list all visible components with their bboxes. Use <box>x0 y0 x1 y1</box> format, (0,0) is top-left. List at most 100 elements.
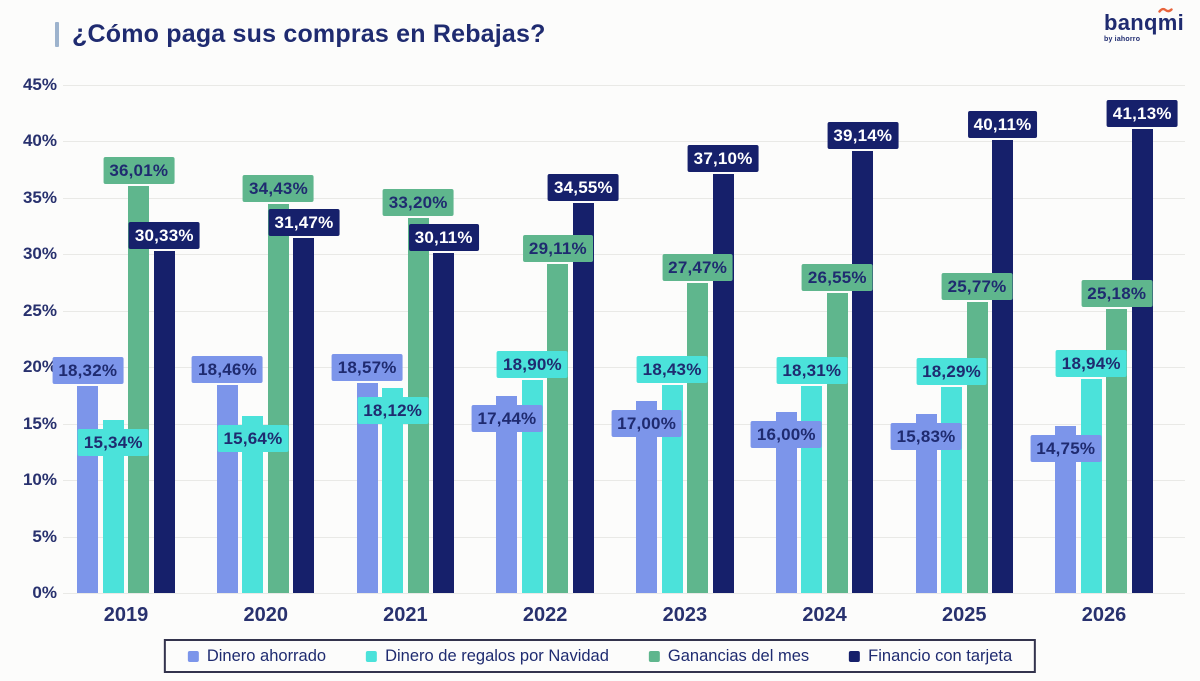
value-label-2023-series-1: 18,43% <box>636 355 708 383</box>
x-axis-label-2026: 2026 <box>1081 604 1127 626</box>
y-axis-tick-label: 15% <box>22 413 57 433</box>
x-axis-label-2024: 2024 <box>802 604 847 626</box>
chart-title: ¿Cómo paga sus compras en Rebajas? <box>72 20 546 48</box>
value-label-2019-series-2: 36,01% <box>103 157 175 185</box>
value-label-2023-series-3: 37,10% <box>687 145 759 173</box>
value-label-2021-series-2: 33,20% <box>382 189 454 217</box>
title-accent-bar <box>55 22 59 47</box>
value-label-2024-series-3: 39,14% <box>827 122 899 150</box>
value-label-2026-series-3: 41,13% <box>1106 99 1178 127</box>
legend-label: Dinero de regalos por Navidad <box>385 646 609 665</box>
value-label-2020-series-2: 34,43% <box>243 175 314 203</box>
logo-wordmark: banqmi <box>1103 7 1184 35</box>
value-label-2022-series-0: 17,44% <box>471 405 543 433</box>
value-label-2020-series-0: 18,46% <box>192 355 263 383</box>
x-axis-label-2025: 2025 <box>942 604 987 626</box>
y-axis-tick-label: 10% <box>22 470 57 490</box>
bar-2022-series-3 <box>572 202 594 593</box>
value-label-2026-series-2: 25,18% <box>1081 279 1153 307</box>
value-label-2026-series-0: 14,75% <box>1030 435 1102 463</box>
legend-item-series-0: Dinero ahorrado <box>187 646 327 666</box>
legend-label: Ganancias del mes <box>667 646 810 665</box>
value-label-2021-series-3: 30,11% <box>408 224 479 252</box>
banqmi-logo: banqmi by iahorro <box>1103 7 1184 43</box>
legend-item-series-2: Ganancias del mes <box>648 646 810 666</box>
value-label-2021-series-0: 18,57% <box>331 354 403 382</box>
y-axis-tick-label: 45% <box>22 75 57 94</box>
bar-2026-series-0 <box>1055 426 1077 593</box>
x-axis-label-2023: 2023 <box>662 604 708 626</box>
value-label-2019-series-3: 30,33% <box>128 221 200 249</box>
legend-item-series-3: Financio con tarjeta <box>849 647 1012 666</box>
value-label-2020-series-3: 31,47% <box>268 208 340 236</box>
bar-2021-series-3 <box>433 253 455 593</box>
chart-legend: Dinero ahorrado Dinero de regalos por Nav… <box>163 639 1037 673</box>
legend-item-series-1: Dinero de regalos por Navidad <box>366 647 609 666</box>
value-label-2019-series-0: 18,32% <box>52 357 124 385</box>
bar-2020-series-0 <box>216 384 238 593</box>
bar-2022-series-1 <box>521 379 543 593</box>
value-label-2020-series-1: 15,64% <box>217 425 289 453</box>
bar-2022-series-2 <box>547 264 569 593</box>
gridline-20% <box>63 367 1185 369</box>
gridline-25% <box>63 310 1185 312</box>
gridline-10% <box>63 480 1185 482</box>
x-axis-label-2019: 2019 <box>103 604 149 626</box>
gridline-40% <box>63 141 1185 143</box>
bar-2020-series-1 <box>242 416 264 593</box>
bar-2019-series-3 <box>153 250 175 593</box>
bar-2024-series-2 <box>826 293 848 593</box>
x-axis-label-2021: 2021 <box>383 604 428 626</box>
value-label-2022-series-1: 18,90% <box>496 350 568 378</box>
gridline-35% <box>63 197 1185 199</box>
value-label-2021-series-1: 18,12% <box>357 397 429 425</box>
gridline-5% <box>63 536 1185 538</box>
legend-swatch-icon <box>366 650 378 662</box>
bar-2023-series-2 <box>687 282 709 593</box>
y-axis-tick-label: 25% <box>22 300 57 320</box>
chart-header: ¿Cómo paga sus compras en Rebajas? <box>55 20 546 49</box>
logo-tilde-icon <box>1158 7 1173 13</box>
value-label-2025-series-1: 18,29% <box>916 357 987 385</box>
bar-2019-series-2 <box>128 186 150 593</box>
y-axis-tick-label: 5% <box>32 526 57 546</box>
gridline-45% <box>63 85 1185 86</box>
value-label-2022-series-3: 34,55% <box>547 173 619 201</box>
bar-2021-series-0 <box>356 383 378 593</box>
value-label-2025-series-2: 25,77% <box>941 273 1013 301</box>
bar-2024-series-1 <box>801 386 823 593</box>
value-label-2023-series-0: 17,00% <box>611 410 683 438</box>
logo-tagline: by iahorro <box>1103 36 1141 43</box>
y-axis-tick-label: 30% <box>22 244 57 264</box>
bar-2026-series-1 <box>1080 379 1102 593</box>
gridline-0% <box>63 593 1185 594</box>
y-axis-tick-label: 20% <box>22 357 57 377</box>
value-label-2022-series-2: 29,11% <box>522 235 593 263</box>
y-axis-tick-label: 0% <box>32 583 57 602</box>
legend-label: Dinero ahorrado <box>206 646 327 665</box>
bar-2024-series-0 <box>775 412 797 593</box>
bar-2021-series-1 <box>382 388 404 593</box>
value-label-2025-series-3: 40,11% <box>967 111 1038 139</box>
legend-swatch-icon <box>849 650 861 662</box>
bar-2022-series-0 <box>496 396 518 593</box>
logo-wordmark-text: banqmi <box>1103 10 1184 35</box>
bar-2019-series-0 <box>77 386 99 593</box>
bar-2019-series-1 <box>102 419 124 593</box>
bar-2025-series-3 <box>992 140 1014 593</box>
value-label-2019-series-1: 15,34% <box>77 428 149 456</box>
value-label-2024-series-1: 18,31% <box>776 357 848 385</box>
value-label-2025-series-0: 15,83% <box>890 423 962 451</box>
value-label-2024-series-0: 16,00% <box>750 421 822 449</box>
x-axis-label-2022: 2022 <box>522 604 568 626</box>
x-axis-label-2020: 2020 <box>243 604 288 626</box>
bar-2023-series-3 <box>712 174 734 593</box>
bar-2026-series-3 <box>1131 128 1153 593</box>
bar-2025-series-0 <box>915 414 937 593</box>
bar-2020-series-3 <box>293 237 315 593</box>
legend-label: Financio con tarjeta <box>868 646 1013 665</box>
value-label-2026-series-1: 18,94% <box>1055 350 1127 378</box>
y-axis-tick-label: 35% <box>22 187 57 207</box>
